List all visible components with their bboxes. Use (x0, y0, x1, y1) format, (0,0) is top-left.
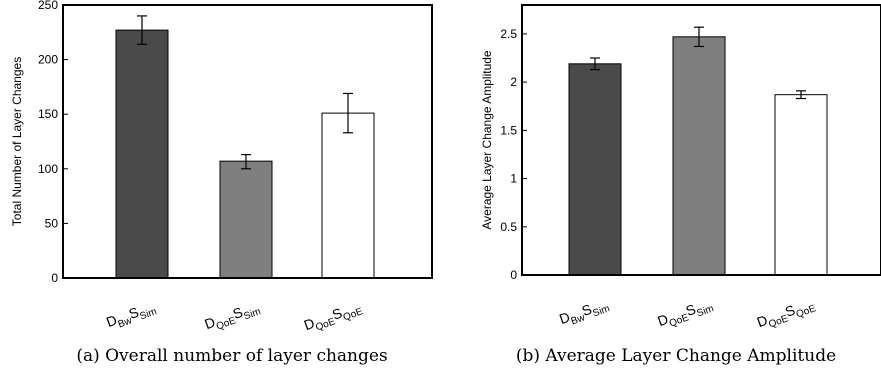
y-tick-label-b-2: 0.5 (500, 220, 517, 234)
y-tick-label-b-3: 1 (510, 172, 517, 186)
y-tick-label-a-4: 150 (38, 107, 58, 121)
plot-frame-b (521, 4, 881, 276)
y-tick-label-b-6: 2.5 (500, 27, 517, 41)
bar-b-2 (672, 36, 726, 276)
label-sub-2: Sim (138, 306, 158, 322)
y-tick-label-b-1: 0 (510, 268, 517, 282)
plot-frame-a (62, 4, 433, 279)
bar-a-1 (115, 29, 169, 279)
y-tick-label-a-6: 250 (38, 0, 58, 12)
label-sub-1: Bw (117, 315, 135, 330)
x-tick-label-b-3: DQoESQoE (755, 295, 818, 334)
y-tick-label-a-1: 0 (51, 271, 58, 285)
y-axis-title-a: Total Number of Layer Changes (10, 57, 24, 226)
error-bar-b-3 (796, 90, 806, 100)
x-tick-label-a-3: DQoESQoE (302, 298, 365, 337)
chart-panel-b: 0 0.5 1 1.5 2 2.5 Average Layer Change Amplitu… (480, 4, 881, 366)
y-axis-title-b: Average Layer Change Amplitude (480, 50, 494, 230)
y-tick-label-b-5: 2 (510, 75, 517, 89)
bar-b-1 (568, 63, 622, 276)
error-bar-b-1 (590, 57, 600, 71)
caption-b: (b) Average Layer Change Amplitude (516, 346, 836, 366)
x-tick-label-a-2: DQoESSim (202, 298, 262, 336)
bar-b-3 (774, 94, 828, 276)
chart-panel-a: 0 50 100 150 200 250 Total Number of Layer Cha… (10, 0, 433, 366)
label-sub-2: QoE (795, 303, 818, 320)
x-tick-label-b-1: DBwSSim (557, 295, 611, 331)
error-bar-a-2 (241, 154, 251, 170)
bar-a-2 (219, 160, 273, 279)
y-tick-label-a-2: 50 (45, 216, 59, 230)
label-sub-2: QoE (342, 306, 365, 323)
label-sub-2: Sim (242, 306, 262, 322)
error-bar-a-3 (343, 92, 353, 134)
y-tick-label-a-5: 200 (38, 53, 58, 67)
error-bar-a-1 (137, 15, 147, 45)
caption-a: (a) Overall number of layer changes (76, 346, 387, 366)
error-bar-b-2 (694, 26, 704, 48)
x-tick-label-a-1: DBwSSim (104, 298, 158, 334)
y-tick-label-a-3: 100 (38, 162, 58, 176)
label-sub-2: Sim (591, 303, 611, 319)
bar-a-3 (321, 112, 375, 279)
x-tick-label-b-2: DQoESSim (655, 295, 715, 333)
label-sub-1: Bw (570, 312, 588, 327)
label-sub-2: Sim (695, 303, 715, 319)
y-tick-label-b-4: 1.5 (500, 123, 517, 137)
